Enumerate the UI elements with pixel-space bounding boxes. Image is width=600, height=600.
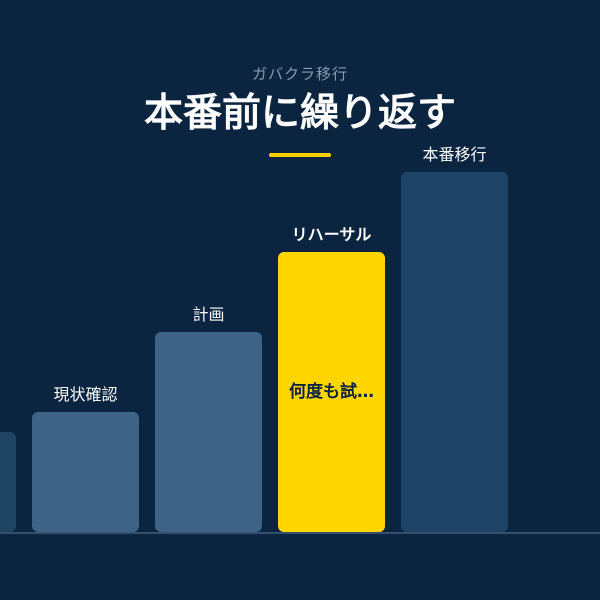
bar-label-2: 計画 xyxy=(192,305,224,324)
bar-label-4: 本番移行 xyxy=(422,145,486,164)
bar-inner-label-3: 何度も試… xyxy=(289,381,374,402)
bar-label-3: リハーサル xyxy=(292,225,372,244)
bar-1 xyxy=(32,412,139,532)
bar-0 xyxy=(0,432,16,532)
bar-3 xyxy=(278,252,385,532)
bar-label-1: 現状確認 xyxy=(53,385,117,404)
title-accent-line xyxy=(269,153,331,157)
chart-subtitle: ガバクラ移行 xyxy=(251,65,348,83)
bar-4 xyxy=(401,172,508,532)
chart-title: 本番前に繰り返す xyxy=(143,91,456,136)
bar-2 xyxy=(155,332,262,532)
